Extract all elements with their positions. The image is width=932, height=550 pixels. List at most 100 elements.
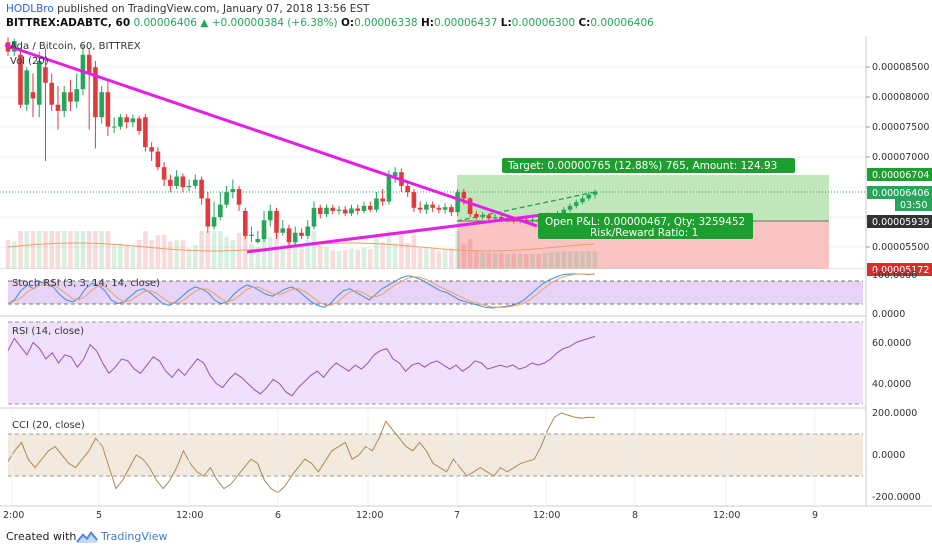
candle-body	[349, 208, 354, 214]
svg-text:0.00005172: 0.00005172	[872, 265, 929, 276]
volume-bar	[586, 251, 592, 269]
descending-trendline[interactable]	[4, 43, 538, 228]
volume-bar	[530, 254, 535, 269]
candle-body	[193, 179, 198, 186]
candle-body	[118, 117, 123, 127]
created-with-text: Created with	[6, 530, 77, 543]
rsi-pane[interactable]: RSI (14, close)	[0, 315, 866, 405]
candle-body	[180, 176, 186, 188]
rsi-title: RSI (14, close)	[12, 326, 84, 337]
time-axis[interactable]: 2:00 5 12:00 6 12:00 7 12:00 8 12:00 9	[0, 505, 932, 521]
open-key: O:	[341, 17, 355, 29]
time-tick: 7	[454, 510, 460, 521]
volume-bar	[367, 249, 373, 269]
volume-bar	[405, 242, 410, 269]
candle-body	[530, 219, 535, 222]
rsi-line	[7, 335, 596, 397]
candle-body	[417, 207, 423, 210]
volume-bar	[536, 254, 542, 269]
volume-bar	[424, 247, 429, 269]
candle-body	[143, 117, 148, 148]
volume-bar	[193, 244, 198, 269]
volume-bar	[524, 254, 529, 269]
candle-body	[330, 207, 336, 211]
stoch-tick: 0.0000	[872, 309, 905, 320]
candle-body	[230, 189, 236, 193]
volume-bar	[86, 231, 92, 269]
volume-bar	[249, 243, 254, 269]
candle-body	[55, 104, 61, 111]
volume-bar	[499, 252, 504, 269]
volume-bar	[573, 251, 579, 269]
candle-body	[499, 217, 504, 220]
last-price: 0.00006406	[133, 17, 197, 29]
volume-bar	[380, 242, 385, 269]
price-axis[interactable]: 0.00008500 0.00008000 0.00007500 0.00007…	[865, 36, 932, 506]
svg-text:Open P&L: 0.00000467, Qty: 325: Open P&L: 0.00000467, Qty: 3259452	[545, 216, 745, 228]
price-change: +0.00000384 (+6.38%)	[211, 17, 338, 29]
volume-bar	[374, 238, 379, 269]
volume-bar	[24, 231, 30, 269]
author-link[interactable]: HODLBro	[6, 3, 54, 15]
volume-bar	[542, 253, 548, 269]
price-tick: 0.00008500	[872, 62, 929, 73]
time-tick: 12:00	[176, 510, 203, 521]
candle-body	[86, 54, 92, 74]
volume-bar	[105, 231, 111, 269]
rsi-band	[8, 322, 863, 404]
candle-body	[43, 67, 48, 83]
tradingview-brand-link[interactable]: TradingView	[101, 530, 168, 543]
volume-bar	[305, 240, 311, 269]
stoch-rsi-pane[interactable]: Stoch RSI (3, 3, 14, 14, close)	[0, 268, 866, 316]
candle-body	[93, 67, 98, 118]
volume-bar	[430, 249, 435, 269]
volume-bar	[186, 248, 192, 269]
volume-bar	[511, 253, 517, 269]
rsi-tick: 40.0000	[872, 379, 911, 390]
volume-bar	[274, 231, 279, 269]
symbol-name[interactable]: BITTREX:ADABTC, 60	[6, 17, 131, 29]
published-text: published on TradingView.com, January 07…	[57, 3, 370, 15]
candle-body	[236, 189, 242, 205]
volume-bar	[517, 254, 523, 269]
candle-body	[261, 220, 267, 240]
candle-body	[324, 207, 329, 215]
candle-body	[24, 70, 30, 105]
volume-bar	[505, 254, 510, 269]
volume-bar	[292, 240, 298, 269]
candle-body	[567, 205, 573, 210]
volume-bar	[480, 252, 485, 269]
volume-bar	[561, 251, 567, 269]
volume-bar	[411, 235, 417, 269]
candle-body	[155, 151, 161, 168]
volume-bar	[280, 243, 286, 269]
cci-pane[interactable]: CCI (20, close)	[0, 407, 866, 494]
volume-bar	[548, 252, 554, 269]
main-pane-title: Ada / Bitcoin, 60, BITTREX	[10, 41, 141, 52]
pnl-label[interactable]: Open P&L: 0.00000467, Qty: 3259452 Risk/…	[538, 213, 753, 239]
volume-bar	[461, 243, 467, 269]
svg-text:Risk/Reward Ratio: 1: Risk/Reward Ratio: 1	[590, 227, 698, 239]
candle-body	[561, 209, 567, 215]
candle-body	[218, 204, 223, 218]
volume-bar	[161, 234, 167, 269]
ascending-trendline[interactable]	[246, 212, 551, 254]
chart-canvas[interactable]: Ada / Bitcoin, 60, BITTREX Vol (20) Targ…	[0, 36, 932, 524]
candle-body	[274, 210, 279, 233]
publish-info: HODLBro published on TradingView.com, Ja…	[6, 3, 369, 15]
volume-bar	[311, 231, 317, 269]
time-tick: 2:00	[3, 510, 24, 521]
candle-body	[355, 208, 361, 211]
candle-body	[299, 232, 304, 236]
tradingview-logo-icon[interactable]	[76, 530, 98, 544]
candle-body	[130, 118, 136, 123]
low-key: L:	[500, 17, 512, 29]
volume-bar	[355, 249, 361, 269]
candle-body	[573, 202, 579, 206]
entry-price-tag: 0.00005939	[867, 215, 932, 228]
candle-body	[336, 209, 342, 211]
main-pane[interactable]: Ada / Bitcoin, 60, BITTREX Vol (20) Targ…	[0, 36, 866, 269]
target-label[interactable]: Target: 0.00000765 (12.88%) 765, Amount:…	[502, 158, 795, 173]
cci-tick: 0.0000	[872, 450, 905, 461]
volume-bar	[5, 240, 11, 269]
